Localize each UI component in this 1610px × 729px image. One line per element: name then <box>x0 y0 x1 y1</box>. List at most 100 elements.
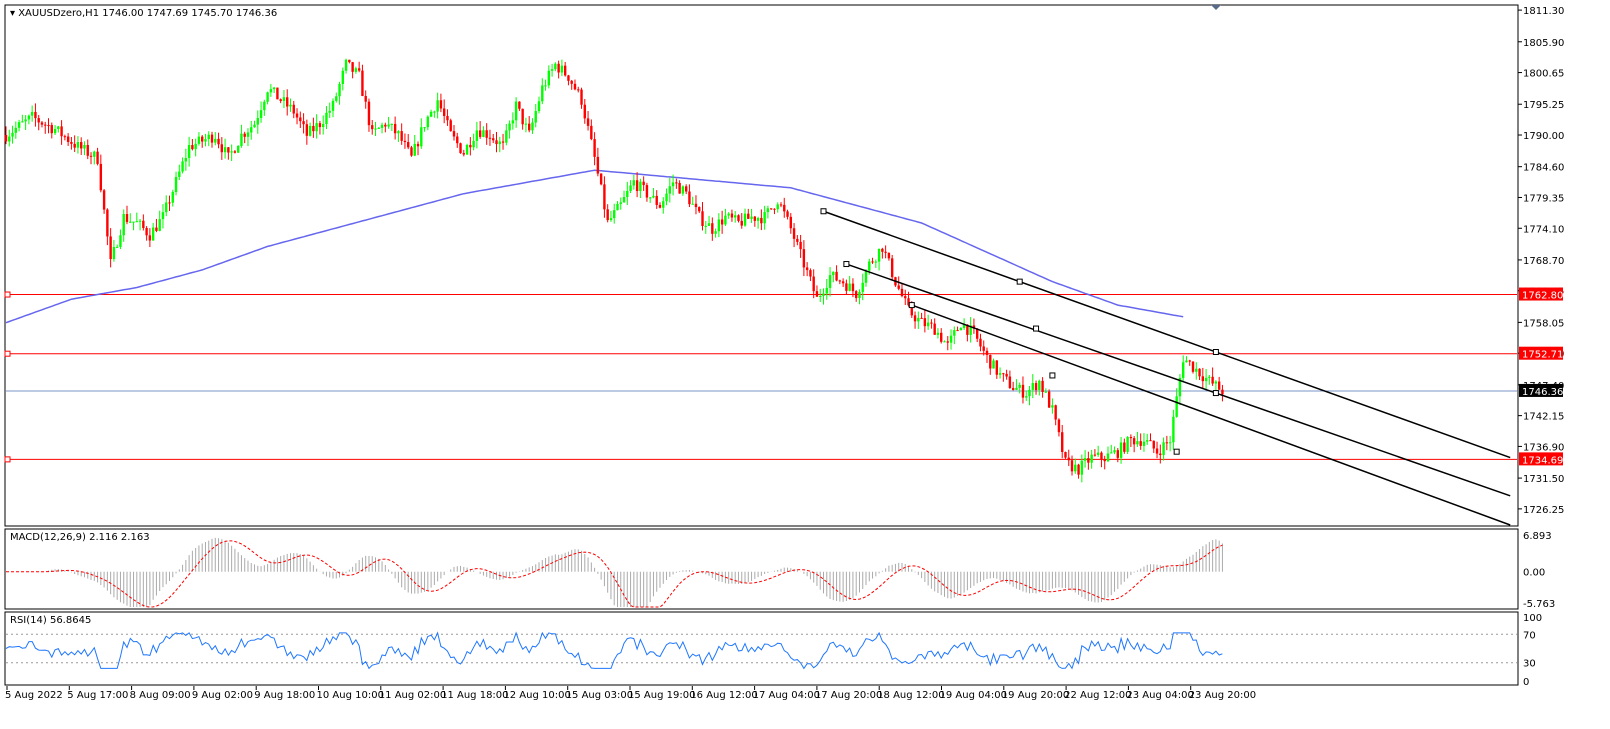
candle-body <box>1198 368 1201 377</box>
candle-body <box>881 248 884 252</box>
trendline-anchor-handle[interactable] <box>1049 372 1056 379</box>
price-tick-label: 1784.60 <box>1523 163 1564 174</box>
candle-body <box>756 217 760 221</box>
time-tick-label: 22 Aug 12:00 <box>1064 690 1131 701</box>
candle-body <box>158 219 161 231</box>
candle-body <box>740 220 743 226</box>
candle-body <box>151 227 155 241</box>
level-anchor-icon <box>4 291 11 298</box>
candle-body <box>897 285 900 289</box>
candle-body <box>874 261 878 263</box>
candle-body <box>1103 459 1106 462</box>
candle-body <box>331 100 335 111</box>
price-tick-label: 1774.10 <box>1523 224 1564 235</box>
rsi-pane[interactable]: RSI(14) 56.8645 100 70 30 0 <box>4 611 1542 688</box>
candle-body <box>956 330 959 332</box>
candle-body <box>586 118 590 126</box>
candle-body <box>4 135 8 142</box>
candle-body <box>429 111 433 117</box>
candle-body <box>426 116 430 128</box>
candle-body <box>66 136 70 142</box>
candle-body <box>652 195 655 198</box>
price-tick-label: 1805.90 <box>1523 38 1564 49</box>
macd-pane[interactable]: MACD(12,26,9) 2.116 2.163 6.893 0.00 -5.76… <box>4 528 1555 610</box>
trendline[interactable] <box>846 263 1511 497</box>
trendline-anchor-handle[interactable] <box>1033 325 1040 332</box>
candle-body <box>864 270 868 283</box>
trendline[interactable] <box>911 304 1511 526</box>
candle-body <box>518 101 521 109</box>
trendline-anchor-handle[interactable] <box>1212 349 1219 355</box>
candle-body <box>609 218 613 221</box>
trendline-anchor-handle[interactable] <box>1016 278 1023 285</box>
price-pane[interactable]: ▾ XAUUSDzero,H1 1746.00 1747.69 1745.70 … <box>4 4 1519 527</box>
candle-body <box>181 161 184 172</box>
candle-body <box>1126 437 1129 452</box>
candle-body <box>1178 377 1182 397</box>
candle-body <box>44 124 47 126</box>
candle-body <box>603 184 606 210</box>
candle-body <box>129 221 132 223</box>
trendlines[interactable] <box>820 208 1511 526</box>
candle-body <box>750 216 753 219</box>
candle-body <box>109 236 112 260</box>
candle-body <box>256 117 259 125</box>
candle-body <box>456 136 459 144</box>
candle-body <box>125 214 129 222</box>
candle-body <box>27 115 31 120</box>
trendline-anchor-handle[interactable] <box>1173 448 1180 455</box>
candle-body <box>838 280 842 282</box>
candle-body <box>855 291 858 299</box>
candle-body <box>1015 387 1018 390</box>
candle-body <box>537 101 541 112</box>
rsi-label: RSI(14) 56.8645 <box>10 615 91 626</box>
candle-body <box>220 144 224 153</box>
candle-body <box>871 261 874 263</box>
candle-body <box>805 267 809 271</box>
trendline-anchor-handle[interactable] <box>908 302 915 309</box>
candle-body <box>1175 396 1178 417</box>
candle-body <box>40 122 44 125</box>
candle-body <box>1025 396 1028 398</box>
candle-body <box>851 283 855 292</box>
scroll-marker-icon[interactable] <box>1211 5 1221 10</box>
candle-body <box>142 220 145 229</box>
candle-body <box>599 173 603 185</box>
candle-body <box>747 213 750 219</box>
candle-body <box>812 276 815 292</box>
rsi-tick-label: 0 <box>1523 677 1529 688</box>
candle-body <box>596 156 600 174</box>
candle-body <box>446 115 449 121</box>
trendline-anchor-handle[interactable] <box>820 208 827 215</box>
candle-body <box>1214 381 1218 384</box>
rsi-levels <box>6 633 1517 664</box>
current-price-tag-label: 1746.36 <box>1522 387 1563 398</box>
level-tag-bg <box>1519 346 1563 360</box>
ma-line <box>5 169 1184 324</box>
trendline-anchor-handle[interactable] <box>843 261 850 268</box>
candle-body <box>308 125 312 136</box>
trendline[interactable] <box>823 210 1511 459</box>
candle-body <box>30 111 34 116</box>
candle-body <box>635 180 639 192</box>
candle-body <box>953 330 956 336</box>
candle-body <box>1221 389 1224 395</box>
trendline-anchor-handle[interactable] <box>1212 390 1219 397</box>
candle-body <box>688 191 691 205</box>
candle-body <box>570 80 573 84</box>
rsi-tick-label: 70 <box>1523 630 1536 641</box>
candle-body <box>201 136 204 142</box>
candle-body <box>197 136 201 144</box>
candle-body <box>214 138 217 143</box>
time-tick-label: 11 Aug 02:00 <box>379 690 446 701</box>
candle-body <box>550 69 554 71</box>
candle-body <box>21 121 24 123</box>
candle-body <box>626 191 629 198</box>
candle-body <box>936 332 940 335</box>
candle-body <box>668 186 672 194</box>
time-tick-label: 17 Aug 20:00 <box>815 690 882 701</box>
candle-body <box>563 65 567 76</box>
candle-body <box>1123 442 1126 452</box>
